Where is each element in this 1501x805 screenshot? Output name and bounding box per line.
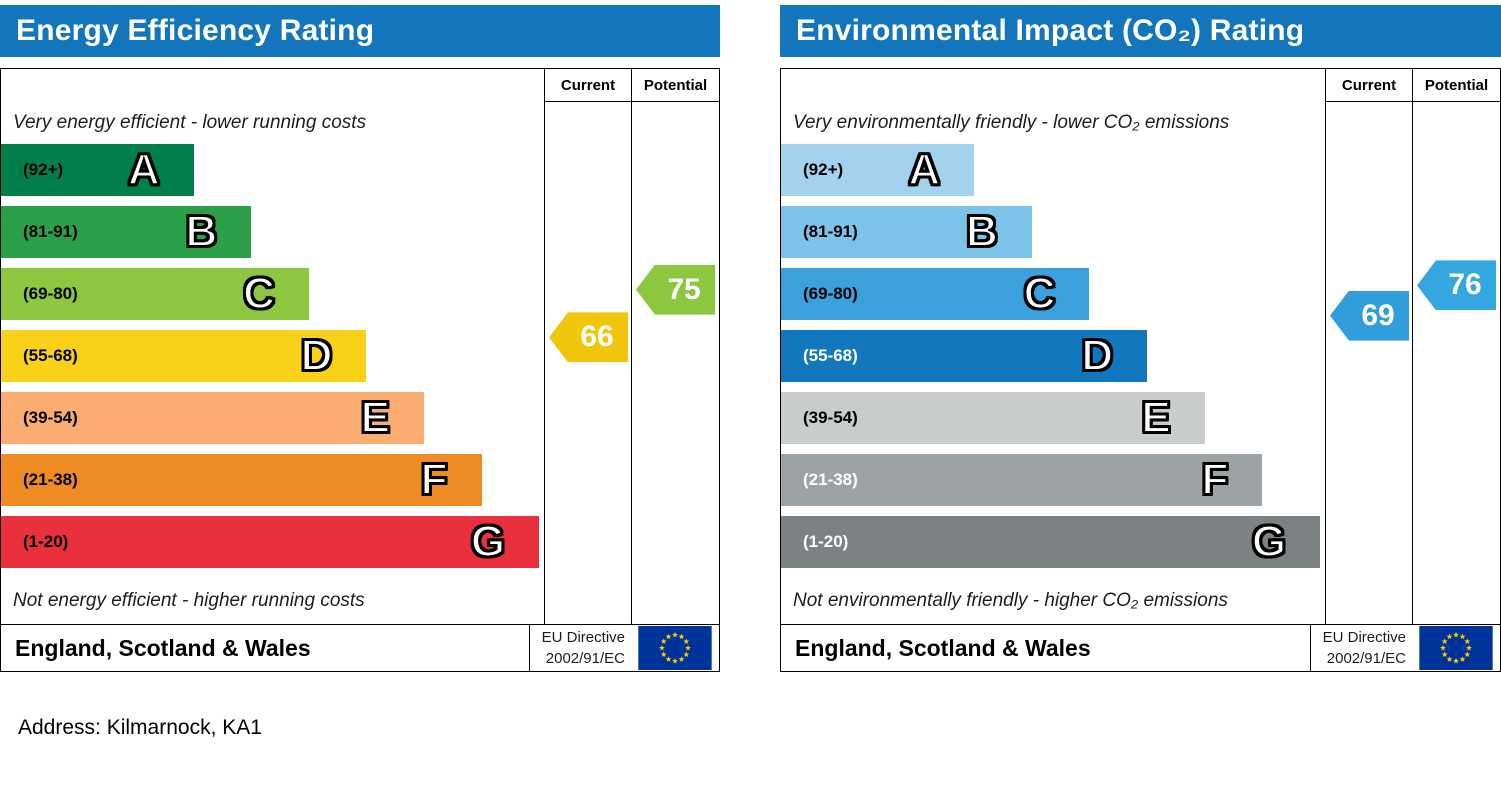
band-range: (21-38): [803, 470, 858, 489]
current-rating-value: 69: [1361, 298, 1395, 332]
current-column: 69: [1325, 102, 1412, 624]
band-letter: E: [360, 393, 391, 442]
band-area: Very environmentally friendly - lower CO…: [781, 102, 1325, 624]
potential-column-header: Potential: [1412, 69, 1500, 102]
band-letter: A: [907, 145, 941, 194]
band-range: (92+): [803, 160, 844, 179]
epc-charts: Energy Efficiency Rating Current Potenti…: [0, 5, 1501, 672]
potential-rating-arrow: 76: [1417, 260, 1496, 311]
band-range: (81-91): [803, 222, 858, 241]
band-b: (81-91) B: [1, 206, 544, 268]
top-note: Very energy efficient - lower running co…: [13, 112, 367, 133]
column-header-row: Current Potential: [1, 69, 719, 102]
current-rating-value: 66: [580, 320, 614, 354]
directive-cell: EU Directive 2002/91/EC: [1309, 625, 1500, 671]
band-range: (81-91): [23, 222, 78, 241]
band-range: (69-80): [803, 284, 858, 303]
chart-footer: England, Scotland & Wales EU Directive 2…: [1, 624, 719, 671]
potential-column: 75: [631, 102, 719, 624]
band-letter: C: [1023, 269, 1057, 318]
band-letter: F: [1201, 455, 1230, 504]
region-label: England, Scotland & Wales: [15, 634, 311, 661]
band-range: (21-38): [23, 470, 78, 489]
environmental-impact-chart: Environmental Impact (CO₂) Rating Curren…: [780, 5, 1501, 672]
band-d: (55-68) D: [1, 330, 544, 392]
energy-chart-title: Energy Efficiency Rating: [0, 5, 720, 57]
eu-directive-label: EU Directive 2002/91/EC: [542, 627, 625, 669]
band-letter: B: [185, 207, 219, 256]
band-f: (21-38) F: [1, 454, 544, 516]
band-c: (69-80) C: [1, 268, 544, 330]
band-range: (55-68): [803, 346, 858, 365]
chart-footer: England, Scotland & Wales EU Directive 2…: [781, 624, 1500, 671]
band-a: (92+) A: [1, 144, 544, 206]
environmental-chart-title: Environmental Impact (CO₂) Rating: [780, 5, 1501, 57]
band-range: (69-80): [23, 284, 78, 303]
band-letter: B: [965, 207, 999, 256]
band-range: (39-54): [803, 408, 858, 427]
eu-flag-icon: [1418, 626, 1494, 670]
band-c: (69-80) C: [781, 268, 1325, 330]
region-label: England, Scotland & Wales: [795, 634, 1091, 661]
band-e: (39-54) E: [1, 392, 544, 454]
band-range: (55-68): [23, 346, 78, 365]
band-g: (1-20) G: [1, 516, 544, 578]
band-letter: C: [242, 269, 276, 318]
column-header-spacer: [781, 69, 1325, 102]
current-rating-arrow: 69: [1330, 290, 1409, 341]
band-b: (81-91) B: [781, 206, 1325, 268]
band-range: (1-20): [803, 532, 849, 551]
directive-cell: EU Directive 2002/91/EC: [528, 625, 719, 671]
band-letter: E: [1140, 393, 1171, 442]
energy-efficiency-chart: Energy Efficiency Rating Current Potenti…: [0, 5, 720, 672]
band-letter: G: [1251, 517, 1287, 566]
chart-body: Very environmentally friendly - lower CO…: [781, 102, 1500, 624]
current-column: 66: [544, 102, 631, 624]
chart-body: Very energy efficient - lower running co…: [1, 102, 719, 624]
potential-column: 76: [1412, 102, 1500, 624]
band-f: (21-38) F: [781, 454, 1325, 516]
potential-rating-value: 75: [667, 272, 701, 306]
band-range: (92+): [23, 160, 64, 179]
band-letter: D: [300, 331, 334, 380]
band-d: (55-68) D: [781, 330, 1325, 392]
rating-bands: (92+) A (81-91) B (69-80) C (55-68) D (39-54…: [781, 144, 1325, 578]
band-letter: G: [470, 517, 506, 566]
band-a: (92+) A: [781, 144, 1325, 206]
column-header-row: Current Potential: [781, 69, 1500, 102]
band-letter: D: [1080, 331, 1114, 380]
environmental-chart-table: Current Potential Very environmentally f…: [780, 68, 1501, 672]
rating-bands: (92+) A (81-91) B (69-80) C (55-68) D (39-54…: [1, 144, 544, 578]
current-column-header: Current: [1325, 69, 1412, 102]
band-range: (1-20): [23, 532, 69, 551]
column-header-spacer: [1, 69, 544, 102]
current-column-header: Current: [544, 69, 631, 102]
address-label: Address: Kilmarnock, KA1: [18, 716, 262, 739]
eu-directive-line2: 2002/91/EC: [545, 650, 625, 667]
eu-directive-line1: EU Directive: [1322, 629, 1406, 646]
potential-rating-arrow: 75: [636, 264, 715, 315]
potential-column-header: Potential: [631, 69, 719, 102]
top-note: Very environmentally friendly - lower CO…: [793, 112, 1230, 133]
current-rating-arrow: 66: [549, 312, 628, 363]
band-g: (1-20) G: [781, 516, 1325, 578]
band-letter: A: [127, 145, 161, 194]
eu-directive-label: EU Directive 2002/91/EC: [1323, 627, 1406, 669]
band-letter: F: [420, 455, 449, 504]
potential-rating-value: 76: [1448, 268, 1482, 302]
bottom-note: Not energy efficient - higher running co…: [13, 590, 365, 611]
bottom-note: Not environmentally friendly - higher CO…: [793, 590, 1228, 611]
band-e: (39-54) E: [781, 392, 1325, 454]
eu-flag-icon: [637, 626, 713, 670]
band-area: Very energy efficient - lower running co…: [1, 102, 544, 624]
energy-chart-table: Current Potential Very energy efficient …: [0, 68, 720, 672]
eu-directive-line1: EU Directive: [541, 629, 625, 646]
eu-directive-line2: 2002/91/EC: [1326, 650, 1406, 667]
band-range: (39-54): [23, 408, 78, 427]
